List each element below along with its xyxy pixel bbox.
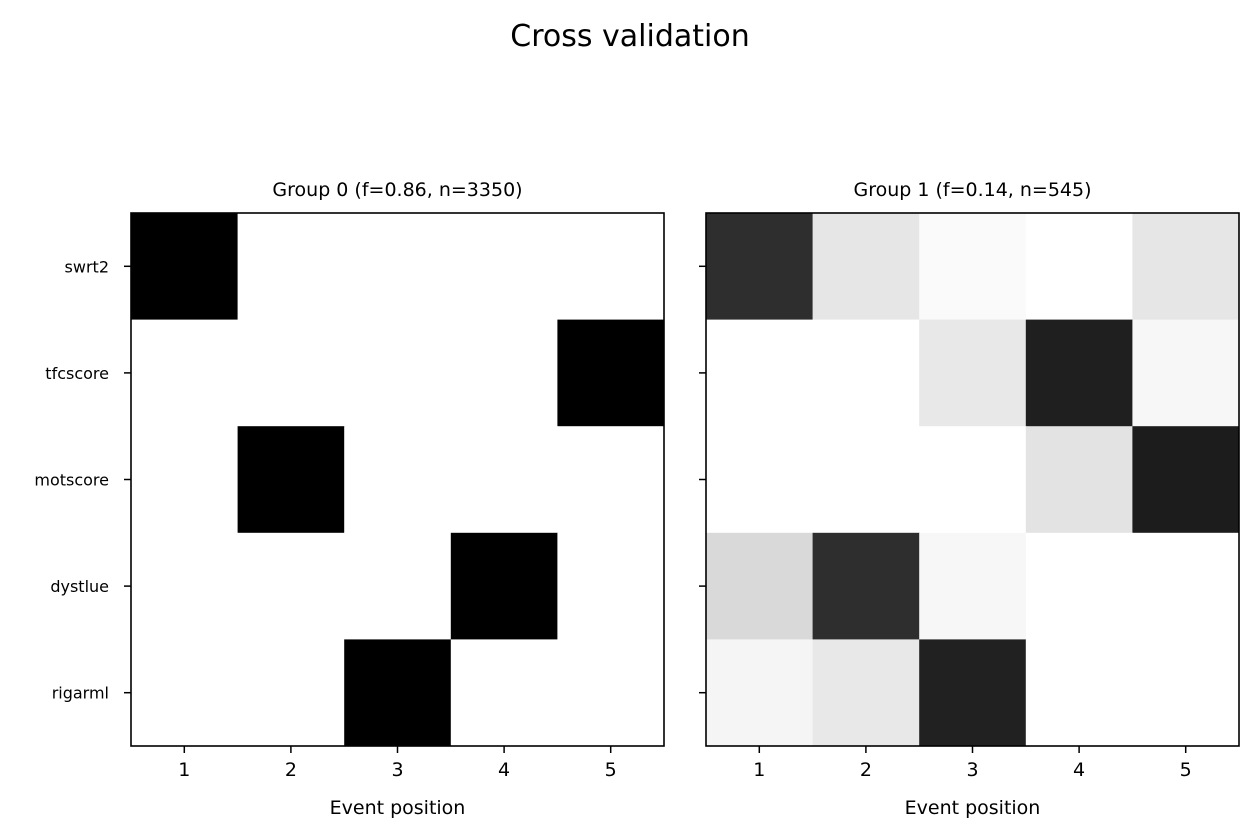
heatmap-cell [450, 213, 558, 321]
x-axis-ticks: 1 2 3 4 5 [178, 746, 617, 781]
heatmap-cell [344, 319, 452, 427]
y-tick-label: rigarml [52, 684, 109, 703]
heatmap-cell [812, 639, 920, 747]
heatmap-cell [812, 426, 920, 534]
heatmap-cell [1132, 532, 1240, 640]
x-axis-label: Event position [330, 797, 466, 819]
heatmap-cell [450, 639, 558, 747]
x-axis-ticks: 1 2 3 4 5 [753, 746, 1192, 781]
x-tick-label: 3 [391, 759, 403, 781]
x-tick-label: 3 [966, 759, 978, 781]
heatmap-cell [237, 639, 345, 747]
heatmap-cell [344, 426, 452, 534]
heatmap-cell [557, 532, 665, 640]
heatmap-cell [1025, 532, 1133, 640]
heatmap-cell [344, 639, 452, 747]
figure-title: Cross validation [510, 19, 749, 54]
x-tick-label: 1 [753, 759, 765, 781]
heatmap-cell [237, 426, 345, 534]
heatmap-cell [919, 532, 1027, 640]
heatmap-cell [706, 532, 814, 640]
heatmap-cells [706, 213, 1240, 747]
heatmap-cell [557, 213, 665, 321]
heatmap-cell [450, 426, 558, 534]
heatmap-cell [557, 426, 665, 534]
heatmap-cell [1025, 639, 1133, 747]
x-tick-label: 4 [498, 759, 510, 781]
y-tick-label: dystlue [50, 577, 109, 596]
heatmap-cell [237, 213, 345, 321]
heatmap-cell [919, 319, 1027, 427]
heatmap-cell [706, 426, 814, 534]
heatmap-cell [1025, 426, 1133, 534]
heatmap-cell [237, 532, 345, 640]
y-axis-ticks: swrt2 tfcscore motscore dystlue rigarml [34, 257, 131, 703]
heatmap-cell [131, 639, 239, 747]
heatmap-cell [706, 639, 814, 747]
heatmap-panel-group-0: Group 0 (f=0.86, n=3350) 1 2 3 4 5 swrt2 tfcs… [34, 179, 665, 819]
x-tick-label: 2 [860, 759, 872, 781]
heatmap-cell [706, 319, 814, 427]
panel-title: Group 0 (f=0.86, n=3350) [272, 179, 522, 201]
y-tick-label: motscore [34, 471, 109, 490]
heatmap-cell [919, 639, 1027, 747]
heatmap-cell [131, 319, 239, 427]
x-axis-label: Event position [905, 797, 1041, 819]
heatmap-cell [812, 319, 920, 427]
y-tick-label: swrt2 [65, 257, 109, 276]
heatmap-cell [919, 213, 1027, 321]
heatmap-cell [1132, 319, 1240, 427]
heatmap-cell [237, 319, 345, 427]
heatmap-cell [812, 213, 920, 321]
y-axis-ticks [699, 265, 706, 694]
heatmap-cell [1025, 213, 1133, 321]
x-tick-label: 1 [178, 759, 190, 781]
heatmap-cell [131, 426, 239, 534]
panel-title: Group 1 (f=0.14, n=545) [853, 179, 1091, 201]
y-tick-label: tfcscore [45, 364, 109, 383]
heatmap-cell [919, 426, 1027, 534]
x-tick-label: 5 [605, 759, 617, 781]
heatmap-cell [1132, 639, 1240, 747]
heatmap-cell [812, 532, 920, 640]
x-tick-label: 2 [285, 759, 297, 781]
heatmap-cells [131, 213, 665, 747]
heatmap-cell [344, 213, 452, 321]
heatmap-cell [450, 319, 558, 427]
heatmap-cell [1025, 319, 1133, 427]
x-tick-label: 4 [1073, 759, 1085, 781]
heatmap-cell [557, 319, 665, 427]
heatmap-cell [131, 532, 239, 640]
heatmap-cell [706, 213, 814, 321]
heatmap-cell [344, 532, 452, 640]
heatmap-cell [450, 532, 558, 640]
heatmap-cell [1132, 426, 1240, 534]
heatmap-panel-group-1: Group 1 (f=0.14, n=545) 1 2 3 4 5 Event posi… [699, 179, 1240, 819]
heatmap-cell [557, 639, 665, 747]
heatmap-cell [131, 213, 239, 321]
heatmap-cell [1132, 213, 1240, 321]
x-tick-label: 5 [1180, 759, 1192, 781]
